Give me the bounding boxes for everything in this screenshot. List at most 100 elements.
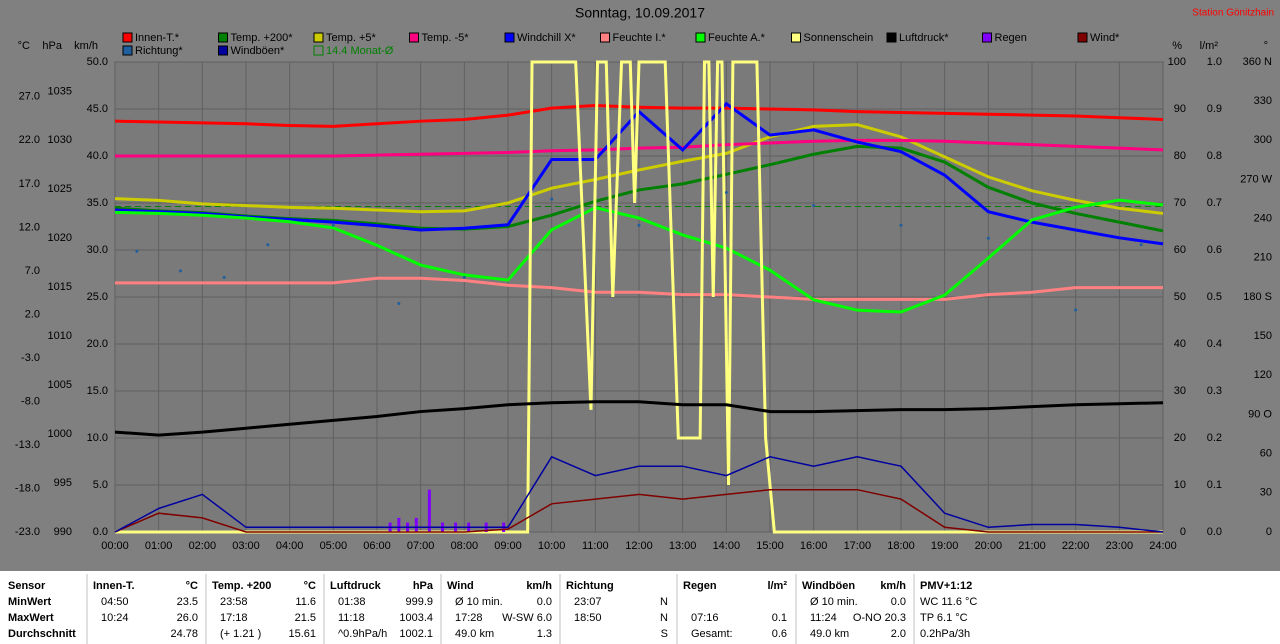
rain-bar (414, 517, 418, 532)
block-title: Regen (683, 580, 717, 592)
y-tick-label: 0.1 (1207, 479, 1222, 491)
cell-label: (+ 1.21 ) (220, 628, 261, 640)
direction-point (397, 302, 401, 306)
cell-label: 11:24 (810, 612, 837, 624)
y-tick-label: 10 (1174, 479, 1186, 491)
direction-point (899, 223, 903, 227)
cell-value: N (660, 596, 668, 608)
y-tick-label: 35.0 (87, 197, 108, 209)
x-tick-label: 16:00 (800, 540, 828, 552)
y-tick-label: 1025 (48, 183, 72, 195)
legend-label: Temp. -5* (422, 32, 470, 44)
direction-point (1074, 308, 1078, 312)
cell-label: 10:24 (101, 612, 129, 624)
x-tick-label: 05:00 (320, 540, 348, 552)
legend-label: Luftdruck* (899, 32, 949, 44)
y-tick-label: 0 (1266, 526, 1272, 538)
y-tick-label: 270 W (1240, 173, 1272, 185)
cell-value: 1002.1 (399, 628, 433, 640)
row-label: MinWert (8, 596, 52, 608)
y-tick-label: 0.8 (1207, 150, 1222, 162)
cell-value: 0.0 (537, 596, 552, 608)
chart-title: Sonntag, 10.09.2017 (575, 5, 705, 21)
x-tick-label: 15:00 (756, 540, 784, 552)
cell-label: Ø 10 min. (810, 596, 858, 608)
legend-swatch (218, 45, 228, 56)
row-label: Sensor (8, 580, 46, 592)
legend-label: Innen-T.* (135, 32, 180, 44)
y-tick-label: 1010 (48, 330, 72, 342)
cell-label: 11:18 (338, 612, 365, 624)
legend-label: Windchill X* (517, 32, 576, 44)
y-tick-label: 100 (1168, 56, 1186, 68)
legend-label: Feuchte I.* (613, 32, 667, 44)
y-tick-label: 60 (1174, 244, 1186, 256)
block-title: Temp. +200 (212, 580, 271, 592)
row-label: MaxWert (8, 612, 54, 624)
y-tick-label: 0.3 (1207, 385, 1222, 397)
block-title: Innen-T. (93, 580, 135, 592)
direction-point (135, 249, 139, 253)
cell-value: O-NO 20.3 (853, 612, 906, 624)
legend-swatch (409, 32, 419, 43)
legend-label: Wind* (1090, 32, 1120, 44)
x-tick-label: 09:00 (494, 540, 522, 552)
y-tick-label: 360 N (1243, 56, 1272, 68)
cell-label: 01:38 (338, 596, 366, 608)
x-tick-label: 00:00 (101, 540, 129, 552)
y-tick-label: 0.2 (1207, 432, 1222, 444)
legend-swatch (791, 32, 801, 43)
x-tick-label: 08:00 (451, 540, 479, 552)
y-tick-label: 0.9 (1207, 103, 1222, 115)
cell-label: TP 6.1 °C (920, 612, 968, 624)
x-tick-label: 20:00 (975, 540, 1003, 552)
y-tick-label: 1035 (48, 85, 72, 97)
cell-value: 15.61 (288, 628, 316, 640)
y-tick-label: 7.0 (25, 265, 40, 277)
legend-swatch (504, 32, 515, 43)
cell-label: Gesamt: (691, 628, 733, 640)
cell-label: 49.0 km (810, 628, 849, 640)
x-tick-label: 13:00 (669, 540, 697, 552)
cell-label: 23:58 (220, 596, 248, 608)
axis-unit: % (1172, 40, 1182, 52)
y-tick-label: 20 (1174, 432, 1186, 444)
y-tick-label: -3.0 (21, 352, 40, 364)
cell-label: 04:50 (101, 596, 129, 608)
series-line (115, 60, 1163, 534)
station-name: Station Gönitzhain (1192, 8, 1274, 19)
cell-value: W-SW 6.0 (502, 612, 552, 624)
series-line (114, 455, 1164, 533)
block-title: Luftdruck (330, 580, 382, 592)
cell-label: 23:07 (574, 596, 602, 608)
block-unit: °C (304, 580, 316, 592)
series-line (114, 198, 1164, 314)
cell-label: 17:18 (220, 612, 248, 624)
y-tick-label: 120 (1254, 369, 1272, 381)
y-tick-label: 1.0 (1207, 56, 1222, 68)
legend-label: Sonnenschein (804, 32, 874, 44)
direction-point (179, 269, 182, 273)
y-tick-label: 1030 (48, 134, 72, 146)
x-tick-label: 24:00 (1149, 540, 1177, 552)
cell-label: 17:28 (455, 612, 483, 624)
y-tick-label: 0 (1180, 526, 1186, 538)
direction-point (266, 243, 270, 247)
y-tick-label: 90 O (1248, 408, 1272, 420)
legend-swatch (218, 32, 228, 43)
series-line (115, 138, 1164, 158)
cell-value: 999.9 (405, 596, 433, 608)
x-tick-label: 17:00 (844, 540, 872, 552)
y-tick-label: -23.0 (15, 526, 40, 538)
y-tick-label: 27.0 (19, 91, 40, 103)
legend-swatch (313, 45, 324, 56)
direction-point (462, 275, 466, 279)
axis-unit: l/m² (1200, 40, 1219, 52)
legend-label: 14.4 Monat-Ø (326, 45, 394, 57)
y-tick-label: 0.5 (1207, 291, 1222, 303)
block-unit: km/h (526, 580, 552, 592)
y-tick-label: 50 (1174, 291, 1186, 303)
y-tick-label: 240 (1254, 213, 1272, 225)
